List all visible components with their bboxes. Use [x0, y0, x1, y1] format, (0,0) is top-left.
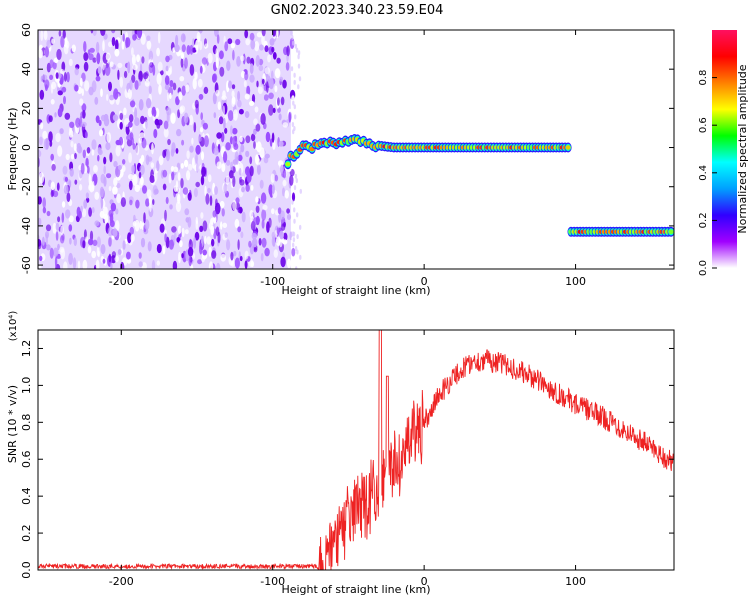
- snr-panel: -200 -100 0 100 0.0 0.2 0.4 0.6 0.8 1.0 1.2 Heigh…: [6, 311, 675, 596]
- snr-y-tick-label: 0.4: [20, 487, 33, 505]
- spectrogram-y-tick-label: 0: [20, 144, 33, 151]
- snr-y-label: SNR (10 * v/v): [6, 385, 19, 463]
- spectrogram-x-tick-label: 0: [421, 275, 428, 288]
- snr-y-tick-label: 0.0: [20, 561, 33, 579]
- colorbar-tick-label: 0.4: [698, 165, 709, 181]
- spectrogram-x-tick-label: -200: [109, 275, 134, 288]
- snr-x-tick-label: 0: [421, 575, 428, 588]
- colorbar-tick-label: 0.2: [698, 212, 709, 228]
- spectrogram-x-ticks: -200 -100 0 100: [109, 30, 586, 288]
- spectrogram-y-tick-label: -20: [20, 178, 33, 196]
- snr-x-ticks: -200 -100 0 100: [109, 330, 586, 588]
- colorbar: 0.0 0.2 0.4 0.6 0.8 Normalized spectral ampl…: [698, 30, 749, 276]
- spectrogram-y-ticks: 60 40 20 0 -20 -40 -60: [20, 23, 674, 274]
- colorbar-tick-label: 0.6: [698, 117, 709, 133]
- spectrogram-y-tick-label: 20: [20, 101, 33, 115]
- spectrogram-noise: [38, 30, 302, 269]
- snr-y-tick-label: 0.6: [20, 450, 33, 468]
- snr-y-multiplier: (x10⁴): [8, 311, 19, 342]
- snr-plot-area: [38, 330, 674, 570]
- spectrogram-y-tick-label: 60: [20, 23, 33, 37]
- spectrogram-track-1: [567, 226, 674, 237]
- snr-y-tick-label: 0.2: [20, 524, 33, 542]
- spectrogram-y-tick-label: 40: [20, 62, 33, 76]
- snr-x-tick-label: -200: [109, 575, 134, 588]
- colorbar-label: Normalized spectral amplitude: [736, 64, 749, 233]
- spectrogram-frame: [37, 29, 675, 270]
- spectrogram-x-tick-label: 100: [565, 275, 586, 288]
- snr-y-ticks: 0.0 0.2 0.4 0.6 0.8 1.0 1.2: [20, 340, 674, 579]
- spectrogram-x-tick-label: -100: [260, 275, 285, 288]
- snr-frame: [37, 329, 675, 571]
- snr-y-tick-label: 1.0: [20, 377, 33, 395]
- snr-x-tick-label: 100: [565, 575, 586, 588]
- colorbar-tick-label: 0.8: [698, 70, 709, 86]
- snr-x-tick-label: -100: [260, 575, 285, 588]
- colorbar-tick-label: 0.0: [698, 260, 709, 276]
- snr-y-tick-label: 0.8: [20, 414, 33, 432]
- spectrogram-y-tick-label: -40: [20, 217, 33, 235]
- snr-x-label: Height of straight line (km): [281, 583, 430, 596]
- figure-title: GN02.2023.340.23.59.E04: [271, 3, 444, 18]
- spectrogram-plot-area: [38, 30, 674, 269]
- colorbar-gradient: [712, 30, 737, 268]
- snr-y-tick-label: 1.2: [20, 340, 33, 358]
- spectrogram-track-0: [284, 134, 572, 170]
- snr-series-line: [38, 330, 674, 570]
- spectrogram-y-tick-label: -60: [20, 256, 33, 274]
- spectrogram-y-label: Frequency (Hz): [6, 108, 19, 191]
- spectrogram-panel: -200 -100 0 100 60 40 20 0 -20 -40 -60 Height of …: [6, 23, 675, 297]
- colorbar-ticks: 0.0 0.2 0.4 0.6 0.8: [698, 70, 717, 276]
- spectrogram-x-label: Height of straight line (km): [281, 284, 430, 297]
